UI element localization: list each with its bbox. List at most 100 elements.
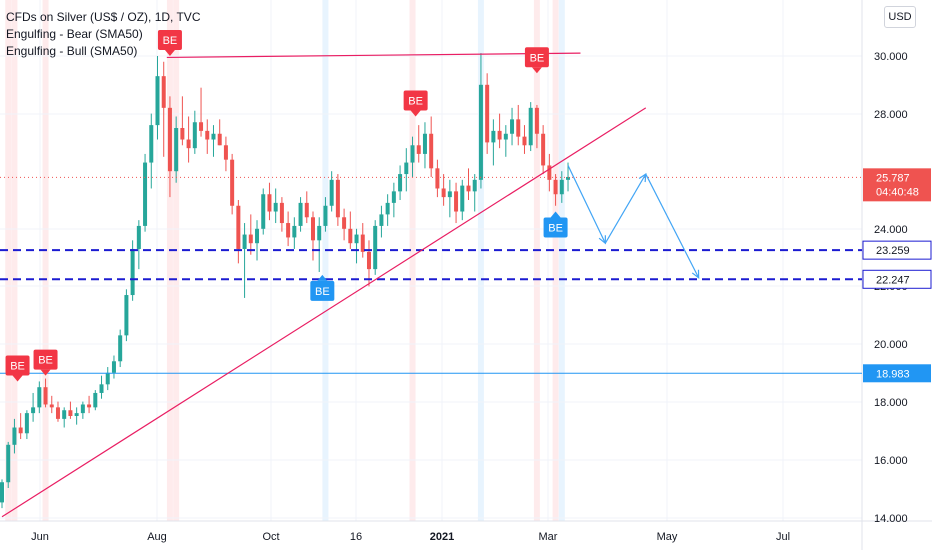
- candle-body: [317, 225, 322, 241]
- indicator-bull[interactable]: Engulfing - Bull (SMA50): [6, 44, 138, 58]
- candle-body: [398, 174, 403, 192]
- signal-highlight-bar: [533, 0, 540, 521]
- signal-highlight-bar: [409, 0, 416, 521]
- y-tick-label: 16.000: [874, 455, 908, 467]
- bull-signal-label[interactable]: [310, 280, 335, 301]
- projection-segment[interactable]: [645, 173, 700, 279]
- candle-body: [441, 188, 446, 198]
- last-price-text: 25.787: [876, 172, 910, 184]
- bear-signal-text: BE: [408, 95, 423, 107]
- level-price-tag[interactable]: [862, 269, 932, 289]
- bull-signal-text: BE: [315, 286, 330, 298]
- projection-arrowhead: [691, 269, 700, 279]
- bear-signal-label[interactable]: [524, 47, 549, 68]
- projection-segment[interactable]: [567, 165, 606, 244]
- candle-body: [522, 136, 527, 146]
- candle-body: [516, 119, 521, 137]
- candle-body: [553, 179, 558, 195]
- bear-signal-text: BE: [38, 355, 53, 367]
- candle-body: [366, 251, 371, 270]
- candle-body: [87, 404, 92, 408]
- candle-body: [323, 205, 328, 226]
- bear-signal-pointer: [164, 50, 175, 56]
- candle-body: [466, 185, 471, 192]
- candle-body: [80, 404, 85, 414]
- bull-signal-pointer: [317, 274, 328, 281]
- candle-body: [491, 130, 496, 143]
- candle-body: [223, 145, 228, 160]
- bear-signal-text: BE: [530, 52, 545, 64]
- candle-body: [478, 84, 483, 180]
- candle-body: [385, 202, 390, 215]
- projection-segment[interactable]: [604, 173, 647, 244]
- bear-signal-label[interactable]: [33, 349, 58, 370]
- candle-body: [236, 205, 241, 249]
- x-tick-label: 16: [350, 531, 362, 543]
- trendline[interactable]: [1, 107, 647, 518]
- level-price-tag[interactable]: [862, 240, 932, 260]
- candle-body: [273, 202, 278, 212]
- candle-body: [379, 214, 384, 226]
- trendline[interactable]: [166, 52, 581, 59]
- bear-signal-pointer: [531, 67, 542, 74]
- y-tick-label: 20.000: [874, 339, 908, 351]
- candle-body: [460, 185, 465, 212]
- candle-body: [360, 234, 365, 252]
- bear-signal-text: BE: [10, 360, 25, 372]
- candle-body: [329, 179, 334, 206]
- bear-signal-pointer: [40, 369, 51, 376]
- candle-body: [429, 133, 434, 169]
- x-tick-label: Aug: [147, 531, 167, 543]
- candle-body: [279, 202, 284, 224]
- candle-body: [454, 191, 459, 212]
- candle-body: [31, 407, 36, 414]
- x-tick-label: 2021: [430, 531, 454, 543]
- candle-body: [335, 179, 340, 218]
- symbol-title[interactable]: CFDs on Silver (US$ / OZ), 1D, TVC: [6, 10, 201, 24]
- candle-body: [342, 217, 347, 229]
- candle-body: [559, 179, 564, 195]
- candle-body: [528, 107, 533, 146]
- candle-body: [211, 133, 216, 140]
- candle-body: [373, 225, 378, 270]
- signal-highlight-bar: [11, 0, 18, 521]
- candle-body: [311, 217, 315, 241]
- chart-legend: CFDs on Silver (US$ / OZ), 1D, TVC Engul…: [6, 9, 200, 60]
- last-price-tag[interactable]: [863, 168, 931, 202]
- candle-body: [447, 191, 452, 198]
- candle-body: [261, 194, 266, 229]
- y-tick-label: 14.000: [874, 513, 908, 525]
- indicator-bear[interactable]: Engulfing - Bear (SMA50): [6, 27, 143, 41]
- signal-highlight-bar: [5, 0, 12, 521]
- candle-body: [298, 202, 303, 226]
- y-tick-label: 18.000: [874, 397, 908, 409]
- currency-button[interactable]: USD: [884, 6, 916, 28]
- candle-body: [105, 372, 110, 385]
- candle-body: [37, 387, 42, 408]
- candle-body: [404, 162, 409, 175]
- candle-body: [118, 335, 123, 362]
- x-tick-label: Jun: [31, 531, 49, 543]
- candle-body: [161, 76, 166, 108]
- candle-body: [304, 202, 309, 218]
- candle-body: [68, 410, 73, 416]
- level-price-tag[interactable]: [863, 364, 931, 383]
- bear-signal-label[interactable]: [403, 90, 428, 111]
- candle-body: [0, 482, 4, 503]
- bull-signal-label[interactable]: [543, 217, 568, 238]
- candle-body: [416, 145, 421, 154]
- candle-body: [130, 248, 135, 296]
- candle-body: [534, 107, 539, 134]
- bull-signal-pointer: [550, 211, 561, 218]
- bear-signal-text: BE: [163, 35, 178, 47]
- bear-signal-pointer: [12, 375, 23, 382]
- x-tick-label: Oct: [262, 531, 279, 543]
- bear-signal-label[interactable]: [5, 355, 30, 376]
- candle-body: [55, 407, 60, 419]
- bear-signal-label[interactable]: [157, 30, 182, 50]
- candle-body: [547, 165, 552, 180]
- candle-body: [6, 444, 11, 483]
- candle-body: [199, 122, 204, 131]
